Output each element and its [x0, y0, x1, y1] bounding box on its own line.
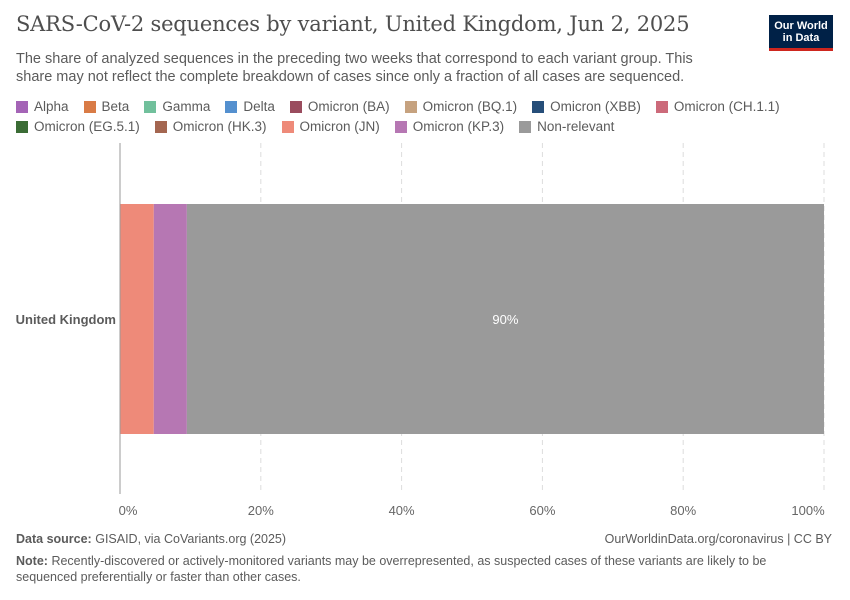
- bar-segment: [153, 204, 187, 434]
- source-url[interactable]: OurWorldinData.org/coronavirus | CC BY: [604, 532, 832, 546]
- bar-segment: [186, 204, 824, 434]
- note-text: Recently-discovered or actively-monitore…: [16, 554, 767, 584]
- legend-label: Beta: [101, 99, 130, 114]
- legend-swatch: [16, 100, 28, 113]
- legend-item[interactable]: Gamma: [144, 98, 210, 115]
- logo-line-2: in Data: [782, 32, 820, 44]
- bar-data-label: 90%: [492, 312, 518, 327]
- legend-label: Omicron (XBB): [550, 99, 641, 114]
- legend-item[interactable]: Omicron (BA): [289, 98, 390, 115]
- legend-item[interactable]: Omicron (JN): [281, 118, 380, 135]
- bar-segment: [120, 204, 154, 434]
- legend-label: Delta: [243, 99, 275, 114]
- chart-title: SARS-CoV-2 sequences by variant, United …: [16, 12, 690, 36]
- chart-note: Note: Recently-discovered or actively-mo…: [16, 553, 796, 585]
- legend-swatch: [519, 120, 532, 133]
- x-tick-label: 0%: [119, 503, 138, 518]
- legend-label: Omicron (HK.3): [172, 119, 267, 134]
- logo-line-1: Our World: [774, 20, 828, 32]
- data-source: Data source: GISAID, via CoVariants.org …: [16, 532, 286, 546]
- legend-item[interactable]: Non-relevant: [519, 118, 614, 135]
- legend-swatch: [532, 100, 545, 113]
- legend-swatch: [289, 100, 302, 113]
- data-source-text[interactable]: GISAID, via CoVariants.org (2025): [95, 532, 287, 546]
- legend-swatch: [404, 100, 417, 113]
- legend-swatch: [154, 120, 167, 133]
- legend-label: Omicron (JN): [299, 119, 380, 134]
- category-label: United Kingdom: [16, 312, 116, 327]
- legend-swatch: [144, 100, 157, 113]
- legend-swatch: [225, 100, 238, 113]
- data-source-label: Data source:: [16, 532, 92, 546]
- stacked-bar-chart: 90% United Kingdom 0% 20% 40% 60% 80% 100%: [16, 143, 825, 518]
- legend-item[interactable]: Omicron (KP.3): [394, 118, 505, 135]
- legend-label: Omicron (EG.5.1): [34, 119, 140, 134]
- legend-item[interactable]: Omicron (HK.3): [154, 118, 267, 135]
- legend-swatch: [16, 120, 28, 133]
- note-label: Note:: [16, 554, 48, 568]
- x-tick-label: 80%: [670, 503, 696, 518]
- legend-item[interactable]: Omicron (BQ.1): [404, 98, 518, 115]
- owid-logo[interactable]: Our World in Data: [769, 15, 833, 51]
- legend-label: Non-relevant: [537, 119, 615, 134]
- legend-swatch: [394, 120, 407, 133]
- legend-label: Omicron (BA): [307, 99, 390, 114]
- legend-item[interactable]: Alpha: [16, 98, 69, 115]
- legend-label: Gamma: [162, 99, 211, 114]
- legend-label: Omicron (KP.3): [412, 119, 505, 134]
- legend-item[interactable]: Omicron (XBB): [532, 98, 641, 115]
- legend: Alpha Beta Gamma Delta Omicron (BA) Omicron (…: [16, 98, 836, 135]
- legend-label: Alpha: [34, 99, 69, 114]
- x-tick-label: 60%: [529, 503, 555, 518]
- legend-label: Omicron (BQ.1): [422, 99, 518, 114]
- x-tick-label: 100%: [791, 503, 825, 518]
- legend-swatch: [655, 100, 668, 113]
- legend-label: Omicron (CH.1.1): [673, 99, 780, 114]
- x-tick-label: 40%: [389, 503, 415, 518]
- legend-swatch: [83, 100, 96, 113]
- legend-item[interactable]: Delta: [225, 98, 275, 115]
- x-tick-label: 20%: [248, 503, 274, 518]
- legend-item[interactable]: Omicron (EG.5.1): [16, 118, 140, 135]
- legend-item[interactable]: Beta: [83, 98, 130, 115]
- legend-item[interactable]: Omicron (CH.1.1): [655, 98, 780, 115]
- chart-subtitle: The share of analyzed sequences in the p…: [16, 51, 693, 85]
- legend-swatch: [281, 120, 294, 133]
